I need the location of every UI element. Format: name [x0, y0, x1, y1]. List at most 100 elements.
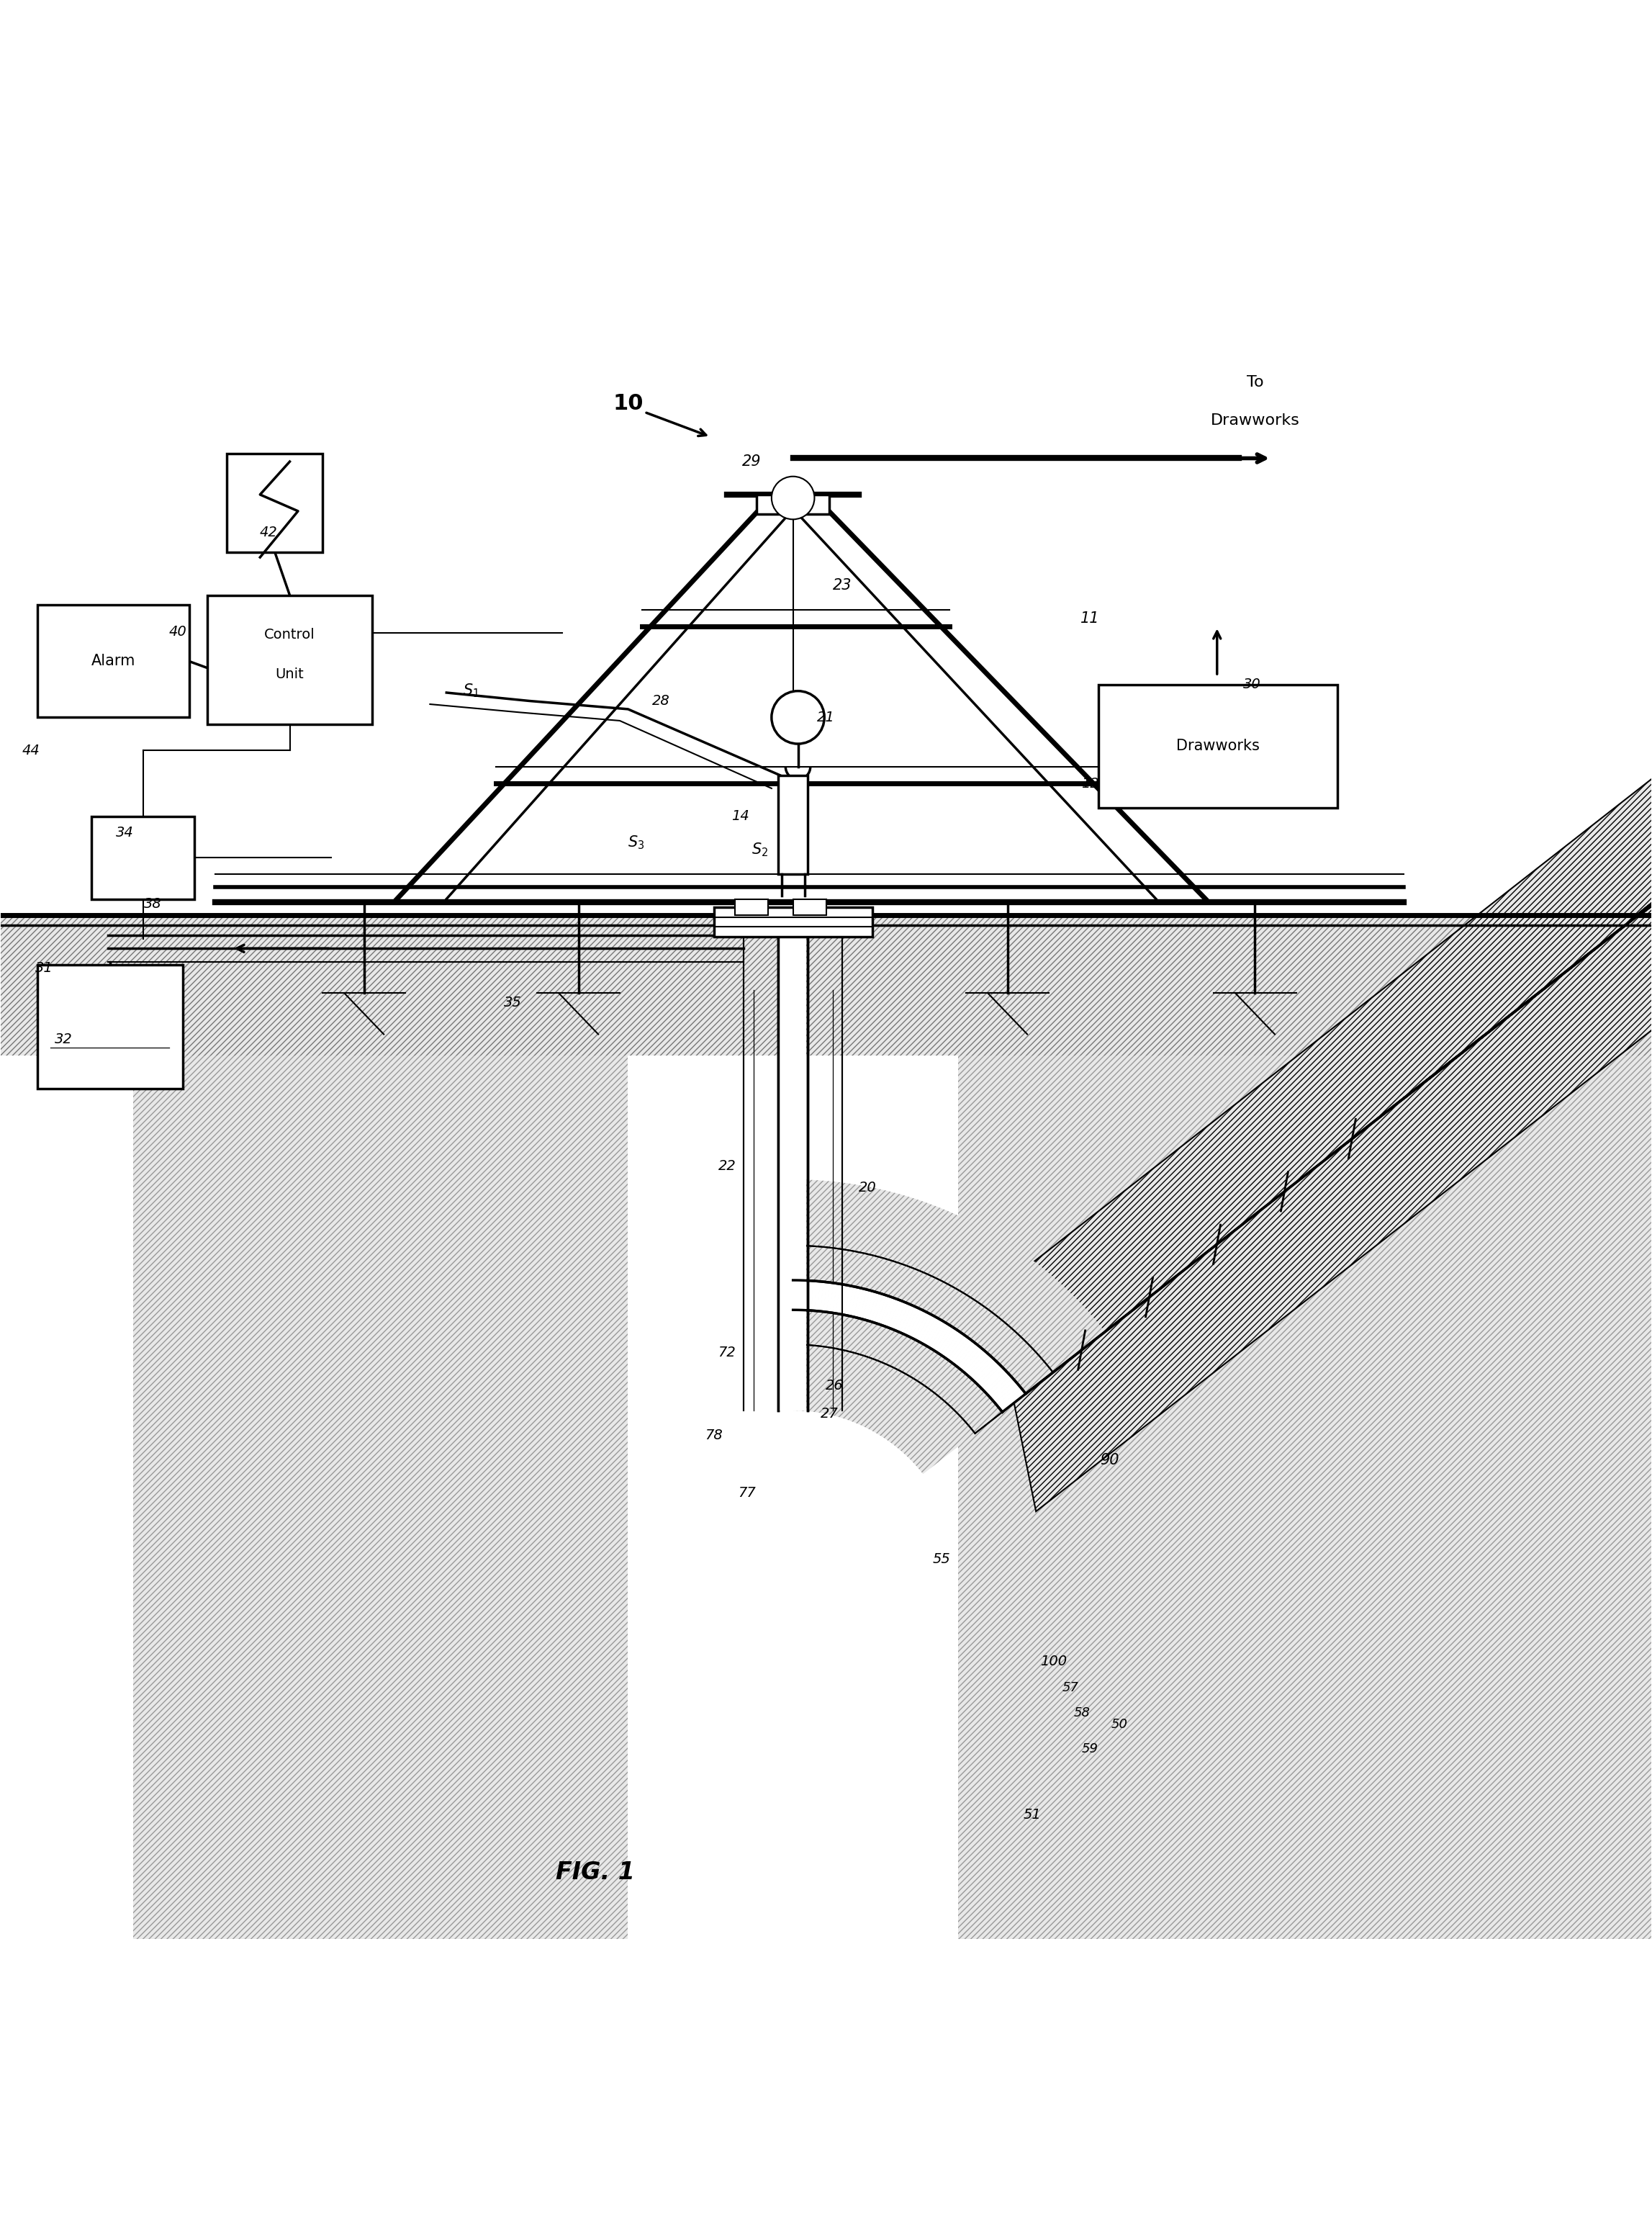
Polygon shape [811, 1281, 816, 1312]
Polygon shape [995, 1383, 1019, 1405]
Polygon shape [965, 1350, 986, 1374]
Polygon shape [996, 1385, 1021, 1407]
Polygon shape [905, 1307, 920, 1336]
Text: Unit: Unit [276, 668, 304, 681]
Bar [38, 964, 182, 1089]
Polygon shape [1003, 866, 1652, 1412]
Polygon shape [985, 1370, 1008, 1394]
Polygon shape [833, 1283, 841, 1314]
Polygon shape [950, 1336, 970, 1363]
Text: 57: 57 [1062, 1681, 1079, 1695]
Polygon shape [993, 766, 1652, 1512]
Polygon shape [976, 1361, 998, 1385]
Text: 26: 26 [826, 1379, 843, 1392]
Polygon shape [877, 1296, 889, 1325]
Polygon shape [961, 1347, 983, 1372]
Polygon shape [970, 1354, 991, 1379]
Text: 90: 90 [1100, 1452, 1120, 1468]
Polygon shape [793, 1180, 1105, 1474]
Text: 40: 40 [169, 626, 187, 639]
Bar [714, 906, 872, 938]
Text: 77: 77 [738, 1485, 755, 1501]
Bar [134, 1056, 628, 1940]
Polygon shape [917, 1314, 933, 1341]
Polygon shape [914, 1312, 930, 1341]
Text: 78: 78 [705, 1428, 722, 1443]
Polygon shape [973, 1358, 996, 1383]
Polygon shape [862, 1289, 874, 1321]
Bar [735, 900, 768, 915]
Polygon shape [1001, 1392, 1026, 1412]
Text: 31: 31 [35, 962, 53, 975]
Polygon shape [993, 1381, 1018, 1403]
Text: FIG. 1: FIG. 1 [555, 1862, 634, 1884]
Polygon shape [922, 1316, 938, 1345]
Text: 14: 14 [732, 811, 748, 824]
Polygon shape [805, 1281, 809, 1309]
Polygon shape [909, 1309, 923, 1338]
Text: 35: 35 [504, 995, 522, 1009]
Text: 22: 22 [719, 1160, 735, 1174]
Polygon shape [940, 1330, 960, 1356]
Circle shape [771, 477, 814, 519]
Bar [780, 926, 806, 1410]
Polygon shape [796, 1281, 800, 1309]
Bar [793, 900, 826, 915]
Polygon shape [955, 1341, 976, 1367]
Polygon shape [869, 1292, 881, 1321]
Text: 21: 21 [818, 710, 834, 724]
Polygon shape [823, 1283, 831, 1312]
Polygon shape [897, 1303, 912, 1332]
Polygon shape [894, 1303, 909, 1332]
Polygon shape [980, 1365, 1003, 1390]
Bar [2, 915, 1650, 1056]
Text: 23: 23 [833, 579, 852, 592]
Polygon shape [885, 1298, 899, 1327]
Text: 34: 34 [116, 826, 134, 840]
Polygon shape [971, 1356, 993, 1381]
Polygon shape [988, 1376, 1013, 1399]
Text: Control: Control [264, 628, 316, 641]
Text: 28: 28 [653, 695, 671, 708]
Bar [226, 454, 322, 552]
Text: 11: 11 [1080, 610, 1100, 626]
Text: 30: 30 [1242, 677, 1260, 690]
Polygon shape [818, 1281, 823, 1312]
Bar [206, 595, 372, 724]
Text: Alarm: Alarm [91, 655, 135, 668]
Polygon shape [991, 1379, 1014, 1401]
Polygon shape [960, 1345, 981, 1370]
Bar [780, 926, 806, 1410]
Polygon shape [808, 1281, 813, 1309]
Polygon shape [871, 1294, 884, 1323]
Polygon shape [844, 1285, 854, 1316]
Polygon shape [854, 1287, 864, 1318]
Polygon shape [821, 1283, 828, 1312]
Text: 12: 12 [1080, 777, 1099, 791]
Polygon shape [826, 1283, 834, 1312]
Polygon shape [856, 1289, 867, 1318]
Polygon shape [836, 1285, 844, 1314]
Bar [1099, 684, 1338, 808]
Polygon shape [803, 1281, 806, 1309]
Polygon shape [986, 1374, 1011, 1396]
Bar [38, 606, 188, 717]
Text: $S_2$: $S_2$ [752, 842, 768, 857]
Circle shape [771, 690, 824, 744]
Text: 44: 44 [21, 744, 40, 757]
Polygon shape [952, 1338, 973, 1365]
Text: 50: 50 [1112, 1717, 1128, 1730]
Polygon shape [910, 1312, 927, 1338]
Polygon shape [983, 1367, 1006, 1392]
Text: Drawworks: Drawworks [1176, 739, 1259, 753]
Text: $S_1$: $S_1$ [463, 681, 479, 699]
Text: 20: 20 [859, 1180, 876, 1194]
Bar [757, 494, 829, 514]
Text: 32: 32 [55, 1033, 73, 1047]
Polygon shape [978, 1363, 1001, 1387]
Text: 55: 55 [933, 1552, 950, 1566]
Text: 51: 51 [1023, 1808, 1041, 1822]
Polygon shape [881, 1296, 892, 1325]
Polygon shape [866, 1292, 877, 1321]
Text: $S_3$: $S_3$ [628, 835, 644, 851]
